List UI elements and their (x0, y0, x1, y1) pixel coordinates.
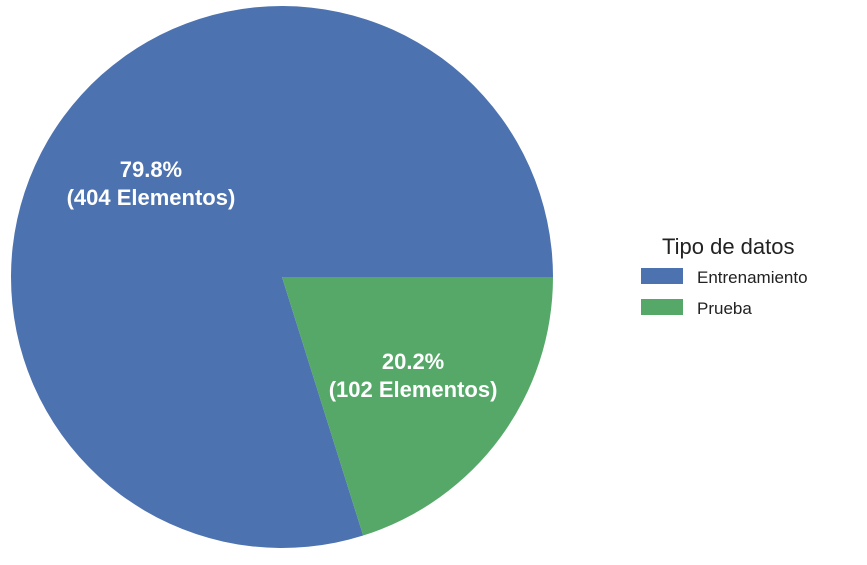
legend-swatch-prueba (641, 299, 683, 315)
pie-slice-labels: 79.8% (404 Elementos) 20.2% (102 Elementos) (67, 157, 498, 402)
legend-label-prueba: Prueba (697, 299, 752, 318)
slice-count-label-prueba: (102 Elementos) (329, 377, 498, 402)
pie-slices (11, 5, 554, 548)
legend-title: Tipo de datos (662, 234, 795, 259)
legend-swatch-entrenamiento (641, 268, 683, 284)
legend: Tipo de datos Entrenamiento Prueba (641, 234, 808, 318)
pie-slice-prueba (282, 277, 554, 536)
slice-count-label-entrenamiento: (404 Elementos) (67, 185, 236, 210)
legend-label-entrenamiento: Entrenamiento (697, 268, 808, 287)
slice-percent-label-prueba: 20.2% (382, 349, 444, 374)
pie-slice-entrenamiento (11, 5, 553, 548)
slice-percent-label-entrenamiento: 79.8% (120, 157, 182, 182)
